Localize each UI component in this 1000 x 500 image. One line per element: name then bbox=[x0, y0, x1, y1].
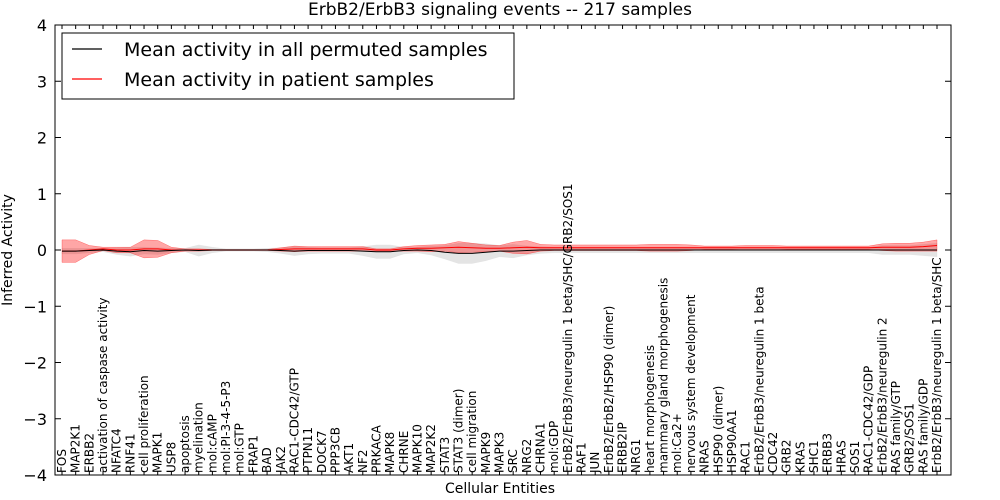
x-tick-label: mol:GDP bbox=[547, 421, 561, 473]
x-tick-label: MAPK8 bbox=[383, 432, 397, 473]
x-tick-label: ErbB2/ErbB3/neuregulin 2 bbox=[875, 317, 889, 473]
x-tick-label: activation of caspase activity bbox=[96, 298, 110, 473]
y-axis-label: Inferred Activity bbox=[0, 194, 16, 306]
x-tick-label: mol:cAMP bbox=[205, 414, 219, 473]
x-tick-label: RAC1 bbox=[739, 441, 753, 473]
y-tick-label: 2 bbox=[37, 129, 47, 148]
x-tick-label: ERBB2IP bbox=[616, 422, 630, 473]
x-tick-label: GRB2 bbox=[780, 439, 794, 473]
y-tick-label: 0 bbox=[37, 241, 47, 260]
x-tick-label: NRAS bbox=[698, 440, 712, 473]
x-tick-label: USP8 bbox=[164, 442, 178, 473]
x-tick-label: MAP2K2 bbox=[424, 424, 438, 473]
x-tick-label: ErbB2/ErbB3/neuregulin 1 beta/SHC/GRB2/S… bbox=[561, 183, 575, 473]
x-tick-label: ErbB2/ErbB3/neuregulin 1 beta bbox=[752, 286, 766, 473]
x-tick-label: HSP90AA1 bbox=[725, 409, 739, 473]
x-tick-label: RNF41 bbox=[123, 434, 137, 474]
x-tick-label: mol:Ca2+ bbox=[670, 413, 684, 473]
y-tick-label: −4 bbox=[23, 466, 47, 485]
legend-label-permuted: Mean activity in all permuted samples bbox=[124, 39, 487, 61]
x-tick-label: heart morphogenesis bbox=[643, 345, 657, 473]
x-tick-label: MAPK10 bbox=[410, 424, 424, 473]
x-tick-label: PTPN11 bbox=[301, 427, 315, 473]
x-tick-label: FOS bbox=[55, 449, 69, 473]
x-tick-label: nervous system development bbox=[684, 294, 698, 473]
y-tick-label: 1 bbox=[37, 185, 47, 204]
y-tick-label: 4 bbox=[37, 16, 47, 35]
x-tick-label: RAS family/GTP bbox=[889, 381, 903, 473]
x-tick-label: STAT3 (dimer) bbox=[451, 389, 465, 473]
x-tick-label: myelination bbox=[192, 402, 206, 473]
chart-title: ErbB2/ErbB3 signaling events -- 217 samp… bbox=[308, 0, 692, 20]
line-series-0 bbox=[62, 249, 937, 254]
x-tick-label: CHRNA1 bbox=[534, 422, 548, 473]
confidence-bands bbox=[61, 239, 938, 264]
x-axis: FOS MAP2K1 ERBB2 activation of caspase acti… bbox=[55, 25, 944, 475]
x-tick-label: ErbB2/ErbB2/HSP90 (dimer) bbox=[602, 306, 616, 473]
legend-label-patient: Mean activity in patient samples bbox=[124, 69, 434, 91]
band-series-0 bbox=[61, 242, 938, 264]
x-tick-label: GRB2/SOS1 bbox=[903, 403, 917, 473]
x-tick-label: mol:PI-3-4-5-P3 bbox=[219, 381, 233, 473]
series-lines bbox=[62, 245, 938, 254]
x-tick-label: SOS1 bbox=[848, 441, 862, 473]
x-tick-label: cell proliferation bbox=[137, 375, 151, 473]
x-tick-label: SHC1 bbox=[807, 440, 821, 473]
x-tick-label: ERBB3 bbox=[821, 433, 835, 473]
x-tick-label: SRC bbox=[506, 449, 520, 473]
x-tick-label: cell migration bbox=[465, 391, 479, 473]
x-tick-label: HRAS bbox=[834, 440, 848, 473]
x-tick-label: RAC1-CDC42/GDP bbox=[862, 366, 876, 473]
legend-box bbox=[61, 32, 515, 100]
x-tick-label: RAC1-CDC42/GTP bbox=[287, 368, 301, 473]
x-tick-label: RAF1 bbox=[575, 442, 589, 473]
x-tick-label: NRG2 bbox=[520, 439, 534, 473]
x-tick-label: HSP90 (dimer) bbox=[711, 386, 725, 473]
x-tick-label: MAPK1 bbox=[151, 432, 165, 473]
x-tick-label: DOCK7 bbox=[315, 430, 329, 473]
x-tick-label: CDC42 bbox=[766, 432, 780, 473]
x-tick-label: mol:GTP bbox=[233, 423, 247, 473]
x-tick-label: NFATC4 bbox=[110, 428, 124, 473]
y-tick-label: −2 bbox=[23, 354, 47, 373]
x-tick-label: apoptosis bbox=[178, 415, 192, 473]
y-tick-label: −1 bbox=[23, 297, 47, 316]
x-tick-label: NF2 bbox=[356, 449, 370, 473]
x-tick-label: PRKACA bbox=[369, 424, 383, 473]
x-tick-label: BAD bbox=[260, 447, 274, 473]
y-tick-label: 3 bbox=[37, 72, 47, 91]
x-tick-label: RAS family/GDP bbox=[916, 379, 930, 473]
x-axis-label: Cellular Entities bbox=[445, 481, 555, 497]
legend: Mean activity in all permuted samples Me… bbox=[61, 32, 515, 100]
band-series-1 bbox=[61, 239, 938, 263]
y-tick-label: −3 bbox=[23, 410, 47, 429]
x-tick-label: MAPK3 bbox=[493, 432, 507, 473]
x-tick-label: KRAS bbox=[793, 441, 807, 473]
x-tick-label: NRG1 bbox=[629, 439, 643, 473]
x-tick-label: ERBB2 bbox=[82, 433, 96, 473]
x-tick-label: AKT1 bbox=[342, 443, 356, 473]
x-tick-label: CHRNE bbox=[397, 431, 411, 473]
x-tick-label: STAT3 bbox=[438, 437, 452, 473]
x-tick-label: ErbB2/ErbB3/neuregulin 1 beta/SHC bbox=[930, 257, 944, 473]
x-tick-label: MAPK9 bbox=[479, 432, 493, 473]
y-axis: −4 −3 −2 −1 0 1 2 3 4 bbox=[23, 16, 951, 485]
x-tick-label: JAK2 bbox=[274, 446, 288, 474]
x-tick-label: MAP2K1 bbox=[69, 424, 83, 473]
x-tick-label: JUN bbox=[588, 452, 602, 474]
x-tick-label: mammary gland morphogenesis bbox=[657, 278, 671, 473]
x-tick-label: PPP3CB bbox=[328, 427, 342, 473]
x-tick-label: FRAP1 bbox=[246, 435, 260, 473]
